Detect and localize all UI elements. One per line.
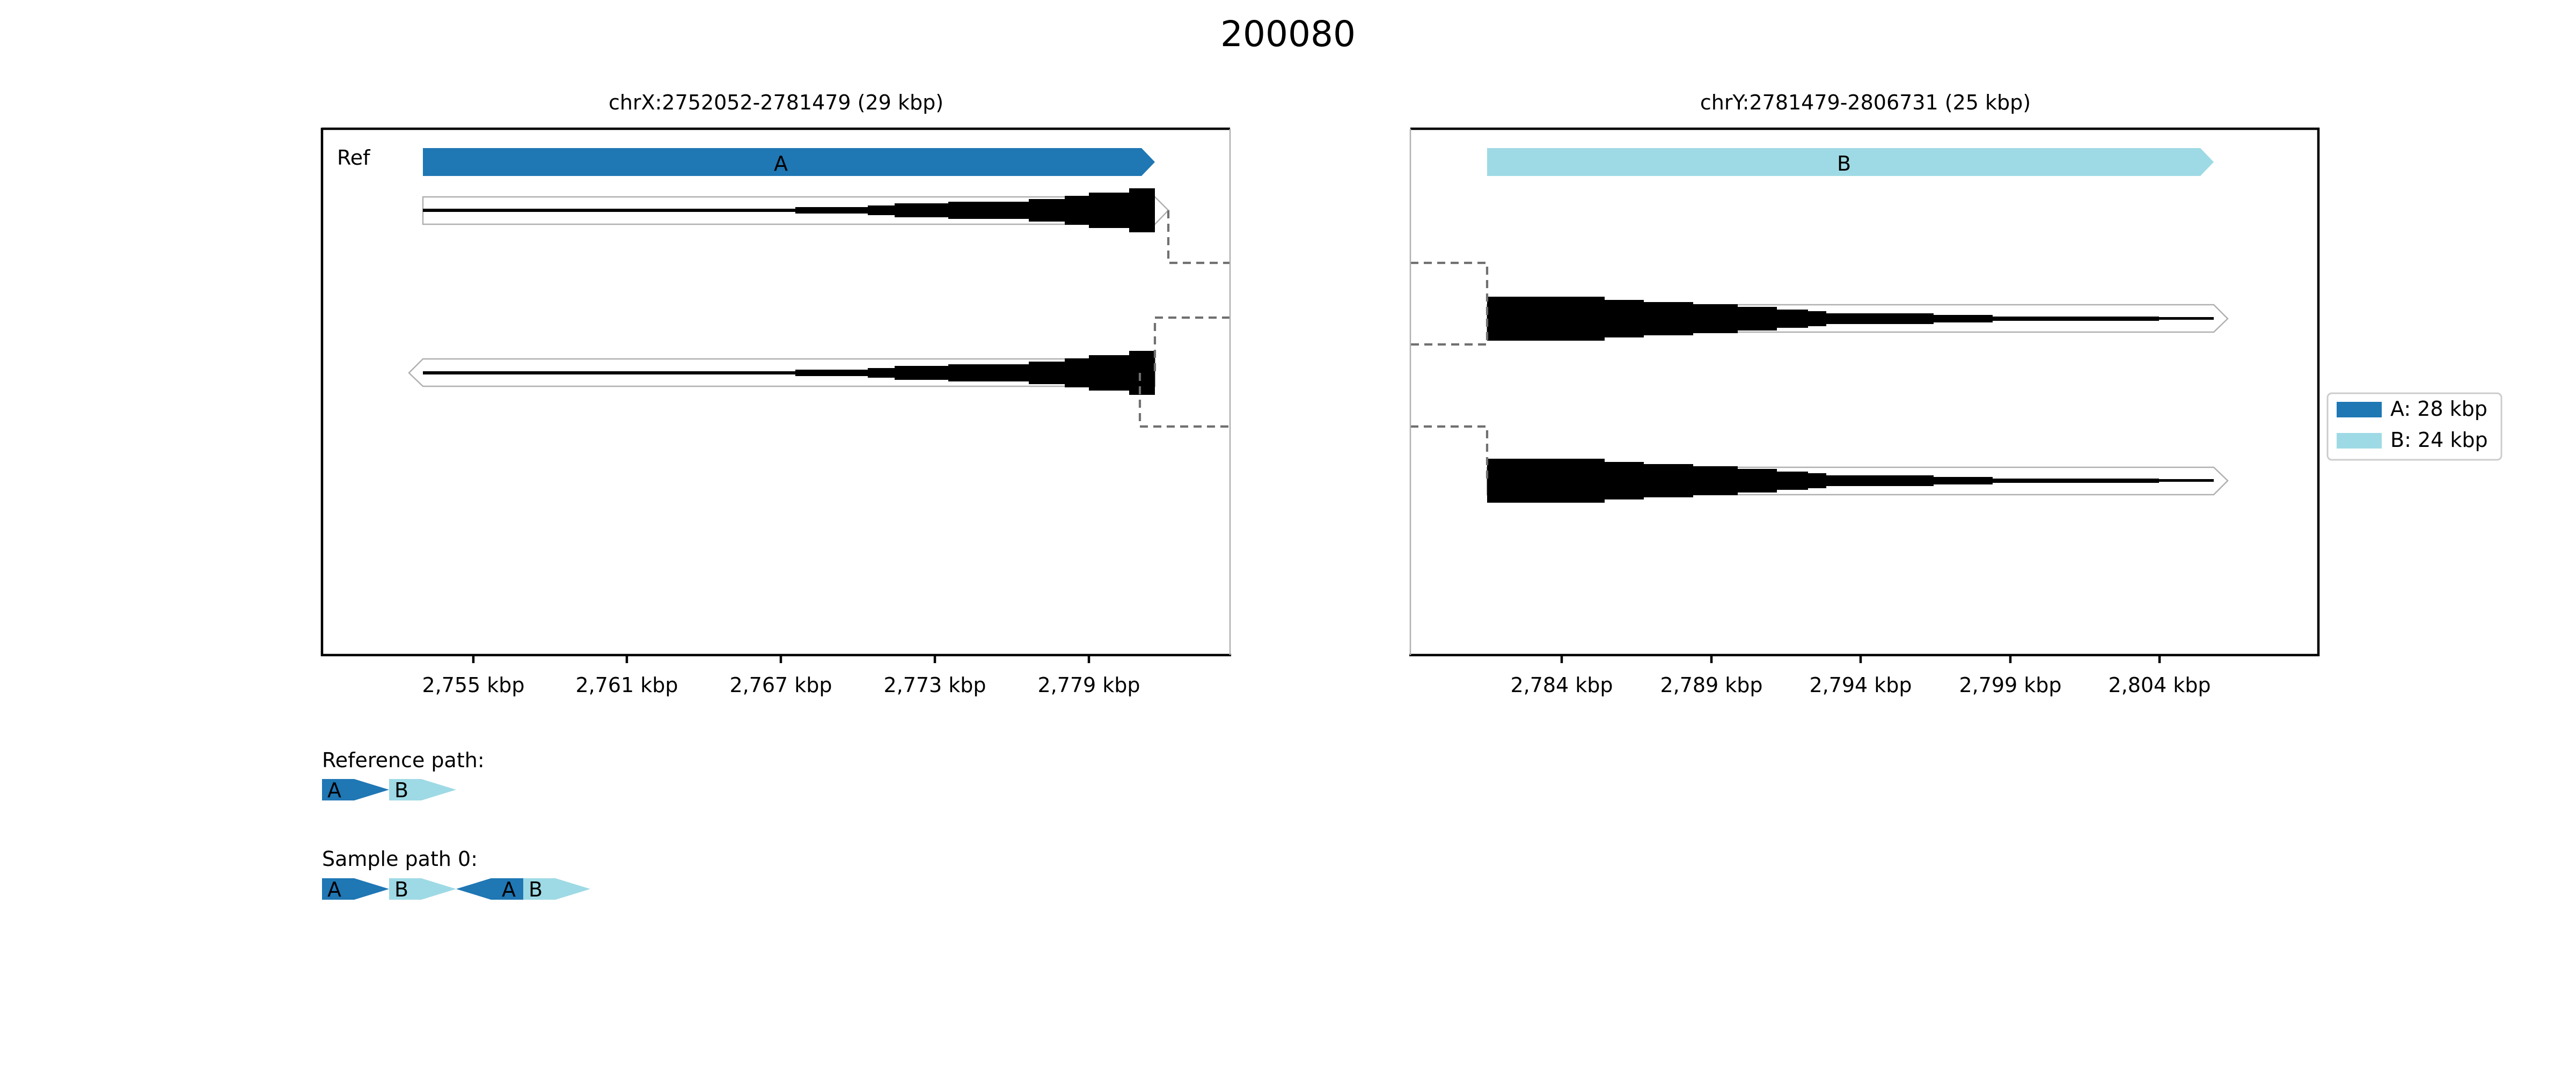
- track-2-right: [1486, 459, 2229, 503]
- track-1-left-coverage-step: [895, 203, 948, 217]
- track-1-left-outline: [422, 196, 1169, 225]
- track-2-left: [408, 351, 1156, 395]
- panel-left-title: chrX:2752052-2781479 (29 kbp): [609, 91, 943, 114]
- breakpoint-connector: [1153, 316, 1230, 373]
- x-tick-label: 2,761 kbp: [575, 673, 678, 697]
- track-1-left: [422, 188, 1169, 232]
- sample-path-segment-b-label: B: [394, 878, 408, 901]
- breakpoint-connector: [1410, 425, 1489, 481]
- sample-path-segment-b: [389, 878, 456, 900]
- breakpoint-connector: [1138, 373, 1230, 428]
- ref-segment-b-label: B: [1837, 152, 1851, 175]
- reference-path: Reference path: A B: [322, 748, 485, 802]
- track-2-left-coverage-step: [895, 366, 948, 380]
- legend-label-b: B: 24 kbp: [2390, 428, 2488, 452]
- sample-path-segment-a-reversed: [456, 878, 523, 900]
- x-tick-label: 2,784 kbp: [1510, 673, 1613, 697]
- x-tick-label: 2,789 kbp: [1660, 673, 1762, 697]
- reference-path-segment-b-label: B: [394, 778, 408, 802]
- track-1-right-coverage-step: [1693, 304, 1738, 333]
- track-1-right-coverage-step: [1487, 297, 1605, 341]
- track-2-right-coverage-step: [1644, 464, 1693, 497]
- panel-right: chrY:2781479-2806731 (25 kbp) B: [1409, 91, 2320, 697]
- legend: A: 28 kbp B: 24 kbp: [2326, 392, 2502, 461]
- track-2-right-coverage-step: [1693, 466, 1738, 495]
- track-1-right-coverage-step: [1605, 300, 1644, 337]
- track-1-left-coverage-step: [1065, 196, 1089, 225]
- breakpoint-connector: [1410, 261, 1489, 319]
- track-1-left-coverage-step: [1029, 199, 1065, 222]
- ref-label: Ref: [337, 146, 371, 170]
- sample-path-segment-a-label: A: [327, 878, 341, 901]
- track-2-right-coverage-step: [1808, 473, 1826, 488]
- track-2-right-coverage-step: [1826, 475, 1934, 486]
- track-2-left-coverage-step: [868, 368, 895, 378]
- x-tick-label: 2,779 kbp: [1037, 673, 1140, 697]
- reference-path-segment-a: [322, 779, 389, 800]
- track-1-right: [1486, 297, 2229, 341]
- track-2-right-coverage-step: [1993, 479, 2159, 483]
- legend-swatch-b: [2337, 433, 2382, 449]
- track-2-left-coverage-step: [1065, 358, 1089, 387]
- track-1-right-coverage-step: [1934, 315, 1993, 322]
- track-2-right-coverage-step: [1738, 469, 1777, 493]
- track-2-left-coverage-line: [423, 371, 795, 374]
- reference-path-segment-b: [389, 779, 456, 800]
- sample-path: Sample path 0: A B A B: [322, 847, 590, 901]
- track-2-left-coverage-step: [1129, 351, 1155, 395]
- reference-path-segment-a-label: A: [327, 778, 341, 802]
- track-1-left-coverage-step: [1129, 188, 1155, 232]
- legend-label-a: A: 28 kbp: [2390, 397, 2487, 421]
- reference-path-label: Reference path:: [322, 748, 485, 772]
- track-1-right-coverage-step: [1738, 307, 1777, 330]
- sample-path-segment-a: [322, 878, 389, 900]
- x-tick-label: 2,767 kbp: [729, 673, 832, 697]
- sample-path-segment-a-reversed-label: A: [502, 878, 516, 901]
- track-1-left-coverage-step: [868, 205, 895, 215]
- track-1-right-coverage-step: [1993, 317, 2159, 321]
- track-1-left-coverage-step: [795, 207, 868, 214]
- ref-segment-a-arrow: [423, 148, 1155, 176]
- breakpoint-connector: [1410, 319, 1489, 346]
- ref-segment-a-label: A: [774, 152, 788, 175]
- track-2-left-coverage-step: [948, 364, 1029, 381]
- track-1-right-coverage-step: [1644, 302, 1693, 335]
- track-2-left-coverage-step: [795, 370, 868, 376]
- x-tick-label: 2,755 kbp: [422, 673, 524, 697]
- x-tick-label: 2,799 kbp: [1959, 673, 2061, 697]
- track-2-left-coverage-step: [1089, 355, 1129, 391]
- x-tick-label: 2,773 kbp: [883, 673, 986, 697]
- track-1-left-coverage-line: [423, 209, 795, 212]
- track-1-left-coverage-step: [948, 202, 1029, 219]
- track-1-right-coverage-step: [1777, 310, 1808, 328]
- track-1-right-coverage-step: [1826, 313, 1934, 324]
- figure-title: 200080: [1220, 13, 1356, 55]
- track-1-left-coverage-step: [1089, 193, 1129, 228]
- track-2-left-coverage-step: [1029, 362, 1065, 384]
- sample-path-label: Sample path 0:: [322, 847, 478, 871]
- track-2-right-coverage-line: [2159, 479, 2214, 482]
- breakpoint-connector: [1167, 210, 1230, 264]
- x-tick-label: 2,804 kbp: [2108, 673, 2211, 697]
- track-2-right-coverage-step: [1487, 459, 1605, 503]
- sample-path-segment-b-second: [523, 878, 590, 900]
- panel-left: chrX:2752052-2781479 (29 kbp) Ref A: [320, 91, 1231, 697]
- track-1-right-coverage-step: [1808, 311, 1826, 326]
- ref-segment-b-arrow: [1487, 148, 2214, 176]
- track-1-right-coverage-line: [2159, 317, 2214, 320]
- track-2-right-coverage-step: [1934, 477, 1993, 484]
- track-2-right-coverage-step: [1605, 462, 1644, 499]
- panel-right-title: chrY:2781479-2806731 (25 kbp): [1700, 91, 2031, 114]
- sample-path-segment-b-second-label: B: [529, 878, 543, 901]
- track-2-right-coverage-step: [1777, 472, 1808, 490]
- legend-swatch-a: [2337, 402, 2382, 417]
- x-tick-label: 2,794 kbp: [1809, 673, 1912, 697]
